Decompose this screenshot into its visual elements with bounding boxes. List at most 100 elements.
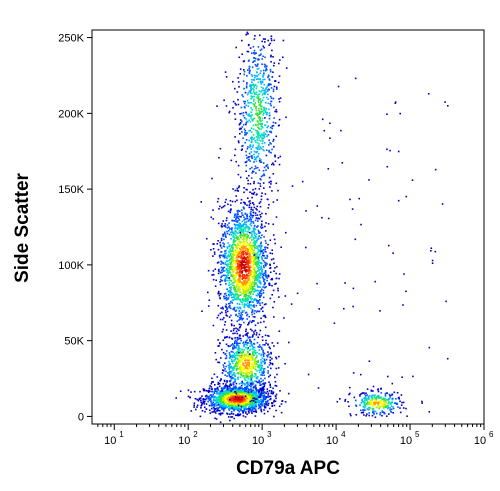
data-point — [258, 344, 261, 346]
data-point — [259, 407, 262, 409]
data-point — [237, 81, 240, 83]
data-point — [377, 395, 380, 397]
data-point — [219, 412, 222, 415]
data-point — [246, 120, 248, 123]
data-point — [277, 189, 279, 192]
data-point — [252, 351, 254, 353]
data-point — [253, 203, 255, 206]
data-point — [255, 136, 258, 138]
data-point — [231, 374, 233, 377]
data-point — [216, 393, 218, 395]
data-point — [228, 305, 230, 308]
data-point — [257, 124, 259, 126]
data-point — [259, 119, 261, 122]
data-point — [270, 55, 272, 58]
data-point — [237, 215, 239, 218]
data-point — [247, 332, 249, 334]
data-point — [229, 279, 232, 282]
data-point — [238, 215, 241, 218]
data-point — [250, 86, 252, 88]
data-point — [257, 134, 259, 137]
data-point — [271, 294, 273, 296]
data-point — [257, 182, 259, 184]
data-point — [393, 391, 396, 394]
data-point — [254, 60, 256, 62]
data-point — [205, 390, 208, 392]
data-point — [254, 76, 256, 79]
data-point — [229, 259, 231, 261]
data-point — [266, 275, 268, 277]
data-point — [256, 133, 259, 135]
data-point — [262, 388, 265, 391]
data-point — [243, 269, 245, 272]
data-point — [373, 401, 375, 404]
data-point — [251, 109, 253, 111]
data-point — [246, 277, 249, 280]
data-point — [221, 311, 223, 314]
data-point — [231, 231, 234, 234]
data-point — [242, 137, 244, 139]
data-point — [263, 72, 265, 74]
data-point — [255, 241, 258, 244]
data-point — [259, 321, 262, 324]
data-point — [258, 379, 260, 382]
data-point — [264, 250, 266, 253]
data-point — [241, 253, 243, 255]
data-point — [234, 375, 237, 377]
data-point — [254, 310, 256, 312]
data-point — [221, 223, 223, 225]
data-point — [247, 394, 250, 397]
data-point — [268, 112, 271, 114]
data-point — [250, 389, 253, 392]
data-point — [240, 216, 242, 218]
data-point — [264, 38, 266, 40]
data-point — [259, 185, 262, 187]
data-point — [263, 405, 266, 407]
data-point — [242, 123, 245, 126]
data-point — [228, 295, 231, 297]
data-point — [333, 322, 336, 324]
data-point — [247, 229, 250, 231]
data-point — [364, 404, 367, 406]
data-point — [246, 393, 248, 396]
data-point — [339, 398, 341, 400]
data-point — [253, 385, 255, 388]
data-point — [279, 390, 281, 392]
data-point — [244, 353, 246, 355]
data-point — [267, 88, 270, 91]
data-point — [230, 293, 232, 295]
data-point — [263, 394, 266, 396]
data-point — [260, 274, 262, 276]
data-point — [249, 91, 252, 93]
data-point — [273, 270, 275, 272]
data-point — [389, 403, 391, 405]
data-point — [200, 201, 202, 203]
data-point — [254, 394, 256, 397]
data-point — [212, 243, 214, 245]
data-point — [247, 380, 249, 383]
data-point — [258, 261, 261, 264]
data-point — [263, 173, 265, 175]
data-point — [278, 296, 280, 298]
data-point — [216, 401, 218, 404]
data-point — [262, 273, 264, 276]
data-point — [209, 409, 211, 412]
data-point — [278, 277, 280, 280]
data-point — [241, 374, 243, 376]
data-point — [236, 245, 238, 247]
data-point — [243, 253, 245, 255]
data-point — [214, 410, 216, 413]
data-point — [212, 209, 214, 211]
data-point — [258, 128, 261, 130]
data-point — [249, 121, 252, 123]
data-point — [366, 408, 368, 410]
data-point — [254, 228, 257, 231]
data-point — [211, 395, 213, 397]
data-point — [219, 241, 221, 244]
data-point — [246, 75, 248, 77]
data-point — [251, 272, 253, 274]
data-point — [240, 317, 243, 320]
data-point — [249, 183, 252, 185]
data-point — [243, 102, 246, 105]
data-point — [254, 278, 257, 280]
